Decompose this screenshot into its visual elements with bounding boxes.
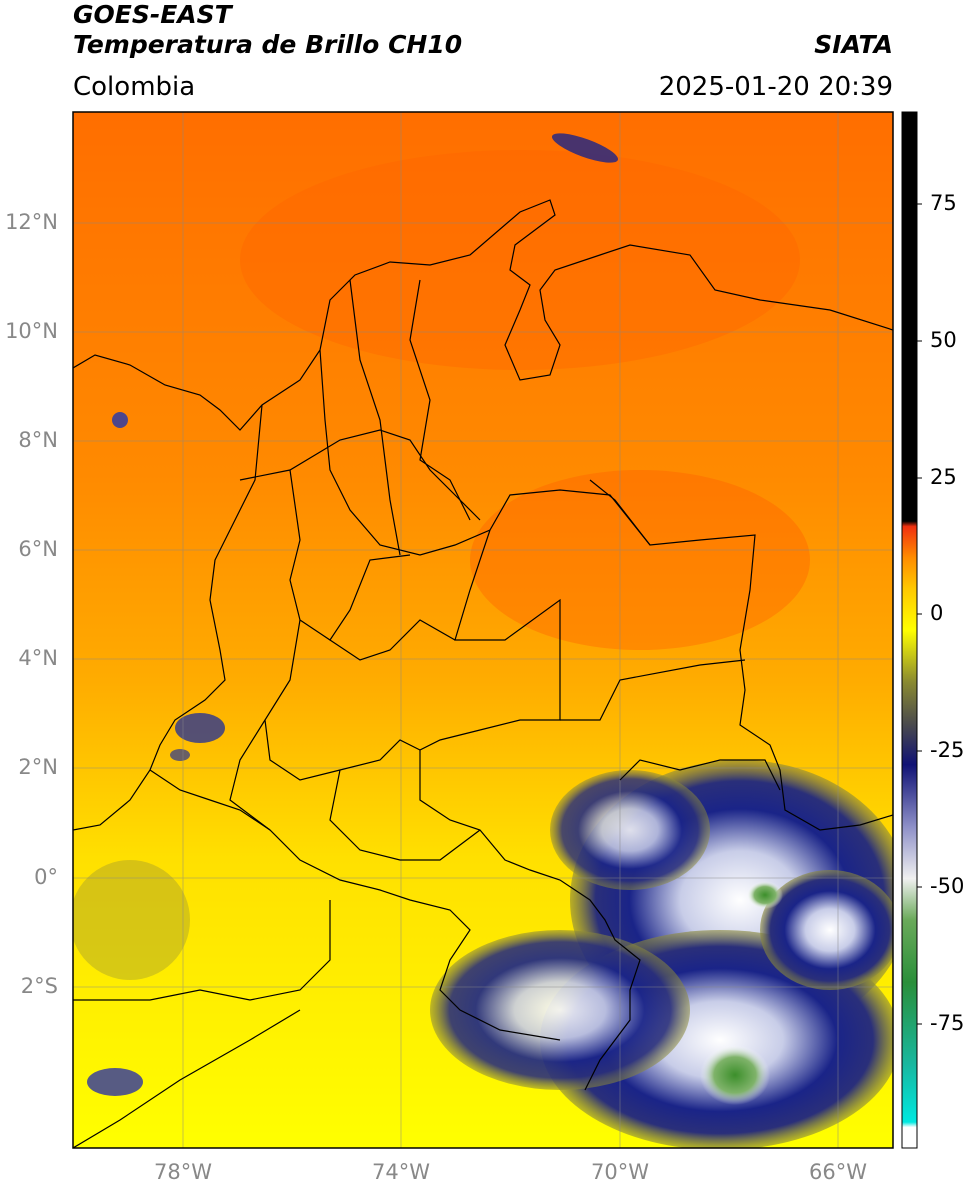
datetime-label: 2025-01-20 20:39 [658, 72, 893, 102]
borders [73, 199, 893, 1148]
lat-label-0: 0° [34, 865, 58, 889]
satellite-title: GOES-EAST [73, 0, 232, 29]
lat-label-10n: 10°N [5, 319, 58, 343]
lat-label-2s: 2°S [20, 974, 58, 998]
colorbar-tick-75: 75 [930, 191, 957, 215]
lon-label-66w: 66°W [809, 1160, 867, 1184]
lon-label-70w: 70°W [591, 1160, 649, 1184]
lat-label-2n: 2°N [18, 755, 58, 779]
map-image [73, 112, 893, 1148]
graticule [73, 112, 893, 1148]
colorbar-tick-50: 50 [930, 328, 957, 352]
lat-label-8n: 8°N [18, 428, 58, 452]
colorbar-tick-neg25: -25 [930, 738, 965, 762]
lat-label-6n: 6°N [18, 537, 58, 561]
lon-label-78w: 78°W [154, 1160, 212, 1184]
colorbar-tick-neg50: -50 [930, 874, 965, 898]
lat-label-4n: 4°N [18, 646, 58, 670]
colorbar-tick-0: 0 [930, 601, 944, 625]
source-label: SIATA [814, 30, 893, 59]
colorbar-tick-25: 25 [930, 465, 957, 489]
lon-label-74w: 74°W [372, 1160, 430, 1184]
cold-cloud-core [700, 1045, 770, 1105]
lat-label-12n: 12°N [5, 210, 58, 234]
colorbar-tick-neg75: -75 [930, 1011, 965, 1035]
colorbar-frame [901, 111, 918, 1149]
product-title: Temperatura de Brillo CH10 [73, 30, 463, 59]
map-frame [72, 111, 894, 1149]
region-label: Colombia [73, 72, 196, 102]
colorbar [902, 112, 917, 1148]
